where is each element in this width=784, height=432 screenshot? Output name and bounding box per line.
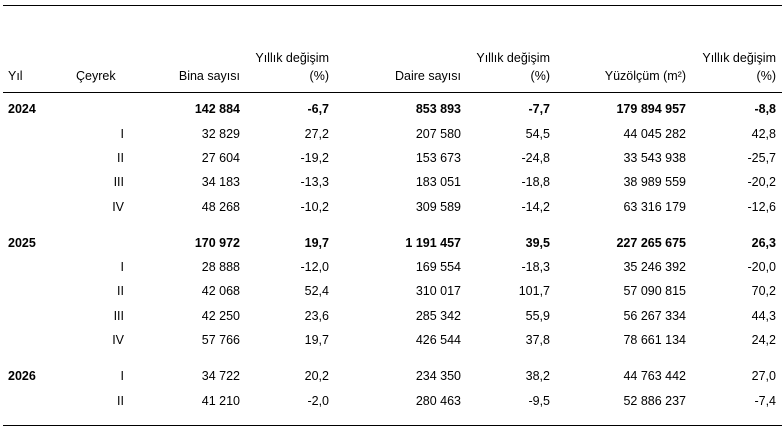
cell-building-change: 20,2 xyxy=(304,369,329,383)
cell-building-count: 42 068 xyxy=(201,284,240,298)
cell-floor-area-change: 42,8 xyxy=(751,127,776,141)
cell-floor-area: 227 265 675 xyxy=(616,236,686,250)
cell-floor-area: 38 989 559 xyxy=(623,175,686,189)
cell-dwelling-count: 310 017 xyxy=(415,284,461,298)
cell-building-count: 32 829 xyxy=(201,127,240,141)
cell-floor-area: 44 763 442 xyxy=(623,369,686,383)
bottom-rule xyxy=(3,425,782,426)
cell-floor-area-change: -8,8 xyxy=(754,102,776,116)
cell-quarter: IV xyxy=(112,333,124,347)
cell-building-change: -12,0 xyxy=(300,260,330,274)
cell-dwelling-change: -24,8 xyxy=(521,151,551,165)
cell-building-count: 27 604 xyxy=(201,151,240,165)
cell-quarter: I xyxy=(120,260,124,274)
cell-dwelling-count: 853 893 xyxy=(415,102,461,116)
cell-dwelling-change: -18,8 xyxy=(521,175,551,189)
cell-dwelling-count: 183 051 xyxy=(415,175,461,189)
cell-dwelling-change: 38,2 xyxy=(525,369,550,383)
cell-building-count: 34 722 xyxy=(201,369,240,383)
cell-dwelling-count: 309 589 xyxy=(415,200,461,214)
header-floor-area-change-line1: Yıllık değişim xyxy=(702,51,776,65)
cell-building-change: -13,3 xyxy=(300,175,330,189)
cell-building-count: 28 888 xyxy=(201,260,240,274)
header-dwelling-change-line1: Yıllık değişim xyxy=(476,51,550,65)
cell-quarter: II xyxy=(117,284,124,298)
cell-dwelling-change: 55,9 xyxy=(525,309,550,323)
cell-quarter: II xyxy=(117,151,124,165)
header-building-count: Bina sayısı xyxy=(178,69,240,83)
cell-dwelling-count: 280 463 xyxy=(415,394,461,408)
cell-floor-area-change: 26,3 xyxy=(751,236,776,250)
cell-building-change: 27,2 xyxy=(304,127,329,141)
cell-building-count: 170 972 xyxy=(194,236,240,250)
cell-floor-area-change: -7,4 xyxy=(754,394,776,408)
header-year: Yıl xyxy=(8,69,23,83)
cell-floor-area-change: 70,2 xyxy=(751,284,776,298)
cell-building-change: -10,2 xyxy=(300,200,330,214)
cell-dwelling-change: 39,5 xyxy=(525,236,550,250)
cell-building-change: 23,6 xyxy=(304,309,329,323)
cell-dwelling-count: 169 554 xyxy=(415,260,461,274)
header-floor-area-change-line2: (%) xyxy=(756,69,776,83)
cell-floor-area: 179 894 957 xyxy=(616,102,686,116)
cell-floor-area: 78 661 134 xyxy=(623,333,686,347)
header-rule xyxy=(3,92,782,93)
cell-quarter: III xyxy=(113,309,124,323)
cell-building-count: 41 210 xyxy=(201,394,240,408)
cell-building-count: 142 884 xyxy=(194,102,240,116)
cell-floor-area: 44 045 282 xyxy=(623,127,686,141)
cell-dwelling-change: -18,3 xyxy=(521,260,551,274)
cell-dwelling-count: 153 673 xyxy=(415,151,461,165)
cell-building-count: 48 268 xyxy=(201,200,240,214)
cell-building-change: -6,7 xyxy=(307,102,329,116)
cell-building-change: 19,7 xyxy=(304,236,329,250)
cell-dwelling-count: 285 342 xyxy=(415,309,461,323)
cell-floor-area: 35 246 392 xyxy=(623,260,686,274)
cell-floor-area-change: -20,2 xyxy=(747,175,777,189)
header-dwelling-count: Daire sayısı xyxy=(395,69,461,83)
cell-floor-area-change: 27,0 xyxy=(751,369,776,383)
cell-building-change: -19,2 xyxy=(300,151,330,165)
cell-floor-area-change: -20,0 xyxy=(747,260,777,274)
cell-floor-area-change: -25,7 xyxy=(747,151,777,165)
cell-building-change: 52,4 xyxy=(304,284,329,298)
cell-floor-area: 63 316 179 xyxy=(623,200,686,214)
cell-dwelling-count: 234 350 xyxy=(415,369,461,383)
top-rule xyxy=(3,5,782,6)
cell-dwelling-count: 207 580 xyxy=(415,127,461,141)
cell-year: 2025 xyxy=(8,236,36,250)
cell-floor-area-change: 24,2 xyxy=(751,333,776,347)
cell-dwelling-change: 37,8 xyxy=(525,333,550,347)
header-dwelling-change-line2: (%) xyxy=(530,69,550,83)
cell-quarter: II xyxy=(117,394,124,408)
cell-floor-area: 52 886 237 xyxy=(623,394,686,408)
cell-floor-area-change: -12,6 xyxy=(747,200,777,214)
cell-dwelling-change: -7,7 xyxy=(528,102,550,116)
cell-dwelling-change: 101,7 xyxy=(518,284,550,298)
cell-floor-area-change: 44,3 xyxy=(751,309,776,323)
cell-dwelling-change: 54,5 xyxy=(525,127,550,141)
cell-floor-area: 56 267 334 xyxy=(623,309,686,323)
cell-building-change: 19,7 xyxy=(304,333,329,347)
cell-dwelling-change: -9,5 xyxy=(528,394,550,408)
cell-building-count: 34 183 xyxy=(201,175,240,189)
cell-building-change: -2,0 xyxy=(307,394,329,408)
header-building-change-line1: Yıllık değişim xyxy=(255,51,329,65)
cell-dwelling-count: 426 544 xyxy=(415,333,461,347)
cell-building-count: 57 766 xyxy=(201,333,240,347)
cell-dwelling-count: 1 191 457 xyxy=(405,236,461,250)
cell-building-count: 42 250 xyxy=(201,309,240,323)
cell-quarter: I xyxy=(120,369,124,383)
cell-dwelling-change: -14,2 xyxy=(521,200,551,214)
cell-floor-area: 33 543 938 xyxy=(623,151,686,165)
cell-floor-area: 57 090 815 xyxy=(623,284,686,298)
cell-quarter: III xyxy=(113,175,124,189)
cell-quarter: IV xyxy=(112,200,124,214)
header-quarter: Çeyrek xyxy=(76,69,116,83)
cell-year: 2024 xyxy=(8,102,36,116)
cell-quarter: I xyxy=(120,127,124,141)
header-building-change-line2: (%) xyxy=(309,69,329,83)
cell-year: 2026 xyxy=(8,369,36,383)
header-floor-area: Yüzölçüm (m²) xyxy=(604,69,686,83)
